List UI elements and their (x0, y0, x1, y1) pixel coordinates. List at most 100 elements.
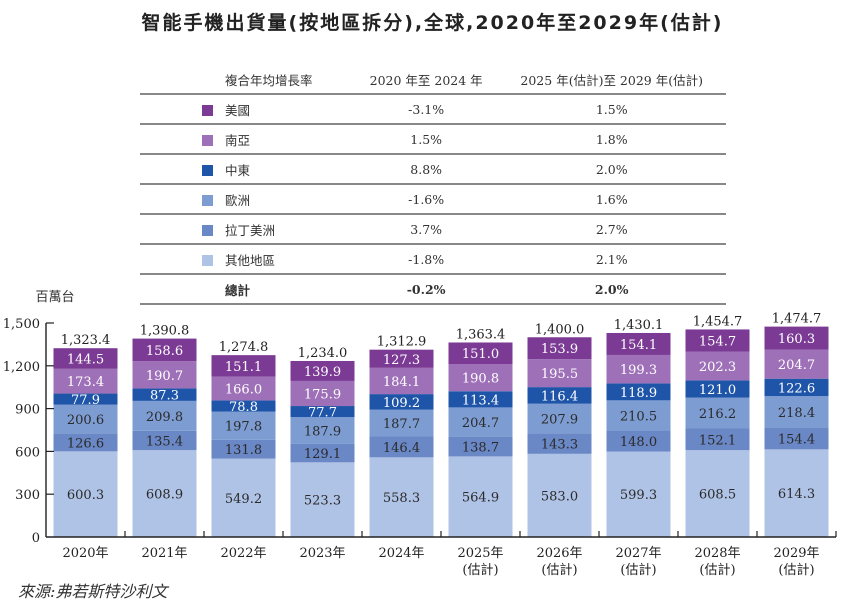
bar-segment (685, 397, 750, 429)
bar-segment (527, 359, 592, 388)
bar-segment (764, 378, 829, 397)
cagr-region-cell: 南亞 (140, 123, 355, 154)
bar-segment-label: 184.1 (383, 375, 420, 390)
bar-segment (53, 368, 118, 394)
bar-segment (606, 430, 671, 452)
bar-segment (448, 407, 513, 437)
bar-segment-label: 204.7 (778, 358, 815, 373)
bar-segment (369, 349, 434, 368)
bar-segment (53, 348, 118, 369)
x-tick-label: (估計) (541, 562, 577, 578)
bar-total-label: 1,474.7 (772, 312, 822, 327)
bar-segment (448, 342, 513, 365)
bar-segment (290, 417, 355, 444)
bar-total-label: 1,234.0 (298, 346, 348, 361)
bar-segment-label: 175.9 (304, 387, 341, 402)
bar-segment (527, 387, 592, 404)
x-tick-label: (估計) (778, 562, 814, 578)
bar-segment-label: 173.4 (67, 375, 104, 390)
bar-segment-label: 204.7 (462, 416, 499, 431)
bar-total-label: 1,312.9 (377, 335, 427, 350)
bar-segment-label: 216.2 (699, 407, 736, 422)
bar-segment-label: 129.1 (304, 447, 341, 462)
bar-segment-label: 187.9 (304, 425, 341, 440)
bar-segment (132, 430, 197, 451)
legend-swatch-icon (202, 254, 213, 266)
bar-segment-label: 118.9 (620, 386, 657, 401)
cagr-2025-2029-value: 1.5% (497, 93, 726, 124)
cagr-total-2025-2029: 2.0% (497, 273, 726, 305)
bar-segment-label: 143.3 (541, 438, 578, 453)
bar-segment-label: 190.8 (462, 372, 499, 387)
cagr-region-cell: 拉丁美洲 (140, 213, 355, 244)
bar-segment (369, 457, 434, 537)
cagr-region-cell: 歐洲 (140, 183, 355, 214)
y-tick-label: 300 (15, 488, 40, 503)
bar-segment (527, 433, 592, 454)
bar-segment (369, 436, 434, 458)
bar-segment-label: 190.7 (146, 369, 183, 384)
cagr-row: 美國 -3.1% 1.5% (140, 93, 726, 124)
cagr-header-row: 複合年均增長率 2020 年至 2024 年 2025 年(估計)至 2029 … (140, 65, 726, 94)
x-tick-label: 2023年 (299, 546, 345, 561)
bar-segment-label: 127.3 (383, 353, 420, 368)
bar-segment (132, 388, 197, 401)
bar-total-label: 1,274.8 (219, 340, 269, 355)
x-tick-label: 2025年 (457, 546, 503, 561)
bar-segment (764, 449, 829, 537)
cagr-row: 其他地區 -1.8% 2.1% (140, 243, 726, 274)
cagr-total-row: 總計 -0.2% 2.0% (140, 273, 726, 305)
x-tick-label: 2027年 (615, 546, 661, 561)
bar-segment-label: 144.5 (67, 353, 104, 368)
cagr-table: 複合年均增長率 2020 年至 2024 年 2025 年(估計)至 2029 … (140, 65, 726, 305)
bar-segment (290, 360, 355, 381)
cagr-row: 中東 8.8% 2.0% (140, 153, 726, 184)
bar-segment (448, 391, 513, 408)
bar-segment (211, 355, 276, 377)
bar-segment (764, 427, 829, 450)
cagr-region-label: 歐洲 (225, 192, 251, 208)
bar-segment (685, 329, 750, 352)
legend-swatch-icon (202, 164, 213, 176)
bar-segment-label: 146.4 (383, 441, 420, 456)
bar-segment-label: 77.7 (308, 406, 337, 421)
cagr-header-label: 複合年均增長率 (225, 72, 313, 88)
bar-segment-label: 113.4 (462, 393, 499, 408)
bar-segment-label: 614.3 (778, 487, 815, 502)
bar-segment-label: 158.6 (146, 344, 183, 359)
bar-segment (211, 458, 276, 537)
bar-segment-label: 608.9 (146, 488, 183, 503)
x-tick-label: 2028年 (694, 546, 740, 561)
cagr-header-2020-2024: 2020 年至 2024 年 (369, 72, 483, 88)
bar-segment (685, 428, 750, 451)
bar-segment-label: 151.0 (462, 347, 499, 362)
bar-segment (527, 337, 592, 360)
bar-segment-label: 138.7 (462, 441, 499, 456)
bar-segment-label: 139.9 (304, 365, 341, 380)
x-tick-label: 2029年 (773, 546, 819, 561)
x-tick-label: 2022年 (220, 546, 266, 561)
bar-segment-label: 608.5 (699, 488, 736, 503)
bar-segment-label: 166.0 (225, 383, 262, 398)
bar-segment (369, 409, 434, 437)
cagr-header-2025-2029: 2025 年(估計)至 2029 年(估計) (520, 72, 703, 88)
bar-segment-label: 197.8 (225, 420, 262, 435)
bar-segment (527, 403, 592, 434)
cagr-region-label: 中東 (225, 162, 251, 178)
bar-segment-label: 135.4 (146, 434, 183, 449)
legend-swatch-icon (202, 224, 213, 236)
bar-segment (132, 338, 197, 362)
cagr-row: 拉丁美洲 3.7% 2.7% (140, 213, 726, 244)
bar-segment-label: 202.3 (699, 360, 736, 375)
bar-segment (132, 450, 197, 537)
bar-segment-label: 207.9 (541, 413, 578, 428)
bar-segment-label: 564.9 (462, 491, 499, 506)
bar-segment (53, 404, 118, 434)
bar-segment-label: 187.7 (383, 417, 420, 432)
bar-segment-label: 195.5 (541, 367, 578, 382)
bar-segment-label: 210.5 (620, 409, 657, 424)
cagr-2020-2024-value: -1.8% (354, 243, 498, 274)
x-tick-label: 2026年 (536, 546, 582, 561)
cagr-row: 歐洲 -1.6% 1.6% (140, 183, 726, 214)
bar-segment-label: 549.2 (225, 492, 262, 507)
